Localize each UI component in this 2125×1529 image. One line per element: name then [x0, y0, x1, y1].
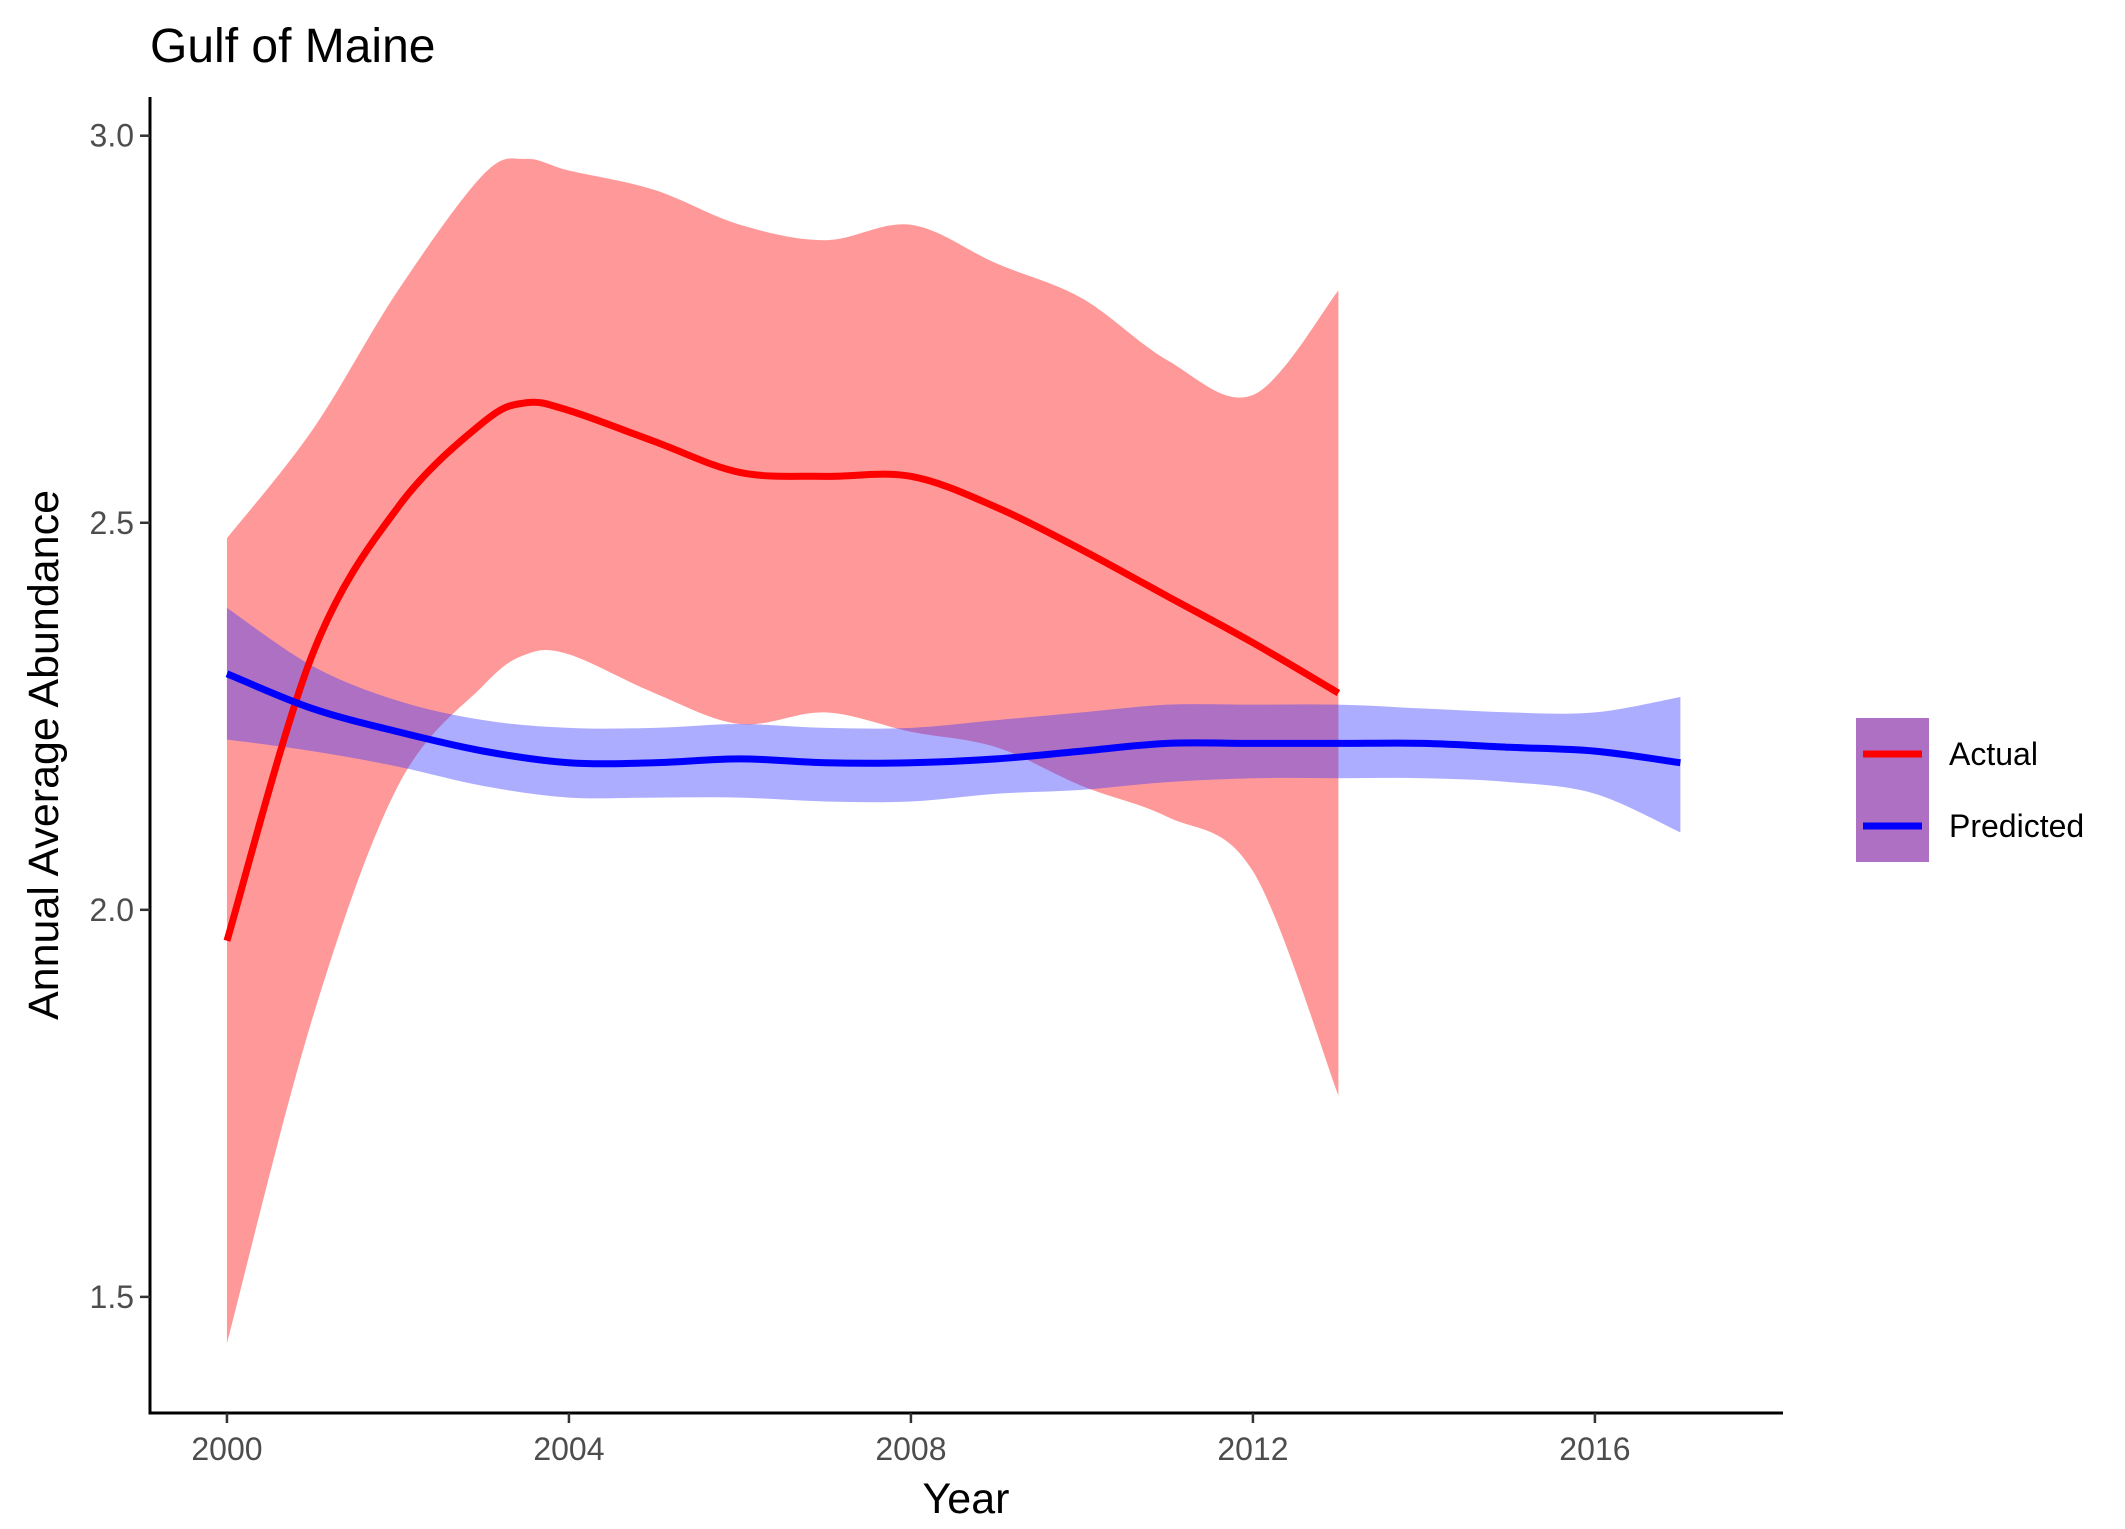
series-lines [223, 398, 1681, 942]
y-axis-title: Annual Average Abundance [20, 490, 68, 1020]
x-tick-label: 2000 [191, 1431, 262, 1467]
actual-line [223, 398, 1341, 942]
y-tick-label: 2.5 [90, 505, 134, 541]
actual-legend-label: Actual [1949, 736, 2038, 772]
predicted-line [225, 670, 1681, 768]
predicted-legend-label: Predicted [1949, 808, 2084, 844]
y-tick-label: 2.0 [90, 892, 134, 928]
x-tick-label: 2012 [1217, 1431, 1288, 1467]
x-tick-label: 2008 [875, 1431, 946, 1467]
ribbons [226, 158, 1681, 1344]
x-axis-ticks: 2000 2004 2008 2012 2016 [191, 1413, 1630, 1467]
y-tick-label: 1.5 [90, 1279, 134, 1315]
actual-confidence-band [226, 158, 1339, 1344]
legend: Actual Predicted [1856, 718, 2084, 862]
y-axis-ticks: 1.5 2.0 2.5 3.0 [90, 118, 150, 1315]
x-tick-label: 2004 [533, 1431, 604, 1467]
y-tick-label: 3.0 [90, 118, 134, 154]
predicted-confidence-band [226, 607, 1681, 833]
x-tick-label: 2016 [1559, 1431, 1630, 1467]
x-axis-title: Year [923, 1475, 1010, 1523]
chart-title: Gulf of Maine [150, 20, 435, 73]
